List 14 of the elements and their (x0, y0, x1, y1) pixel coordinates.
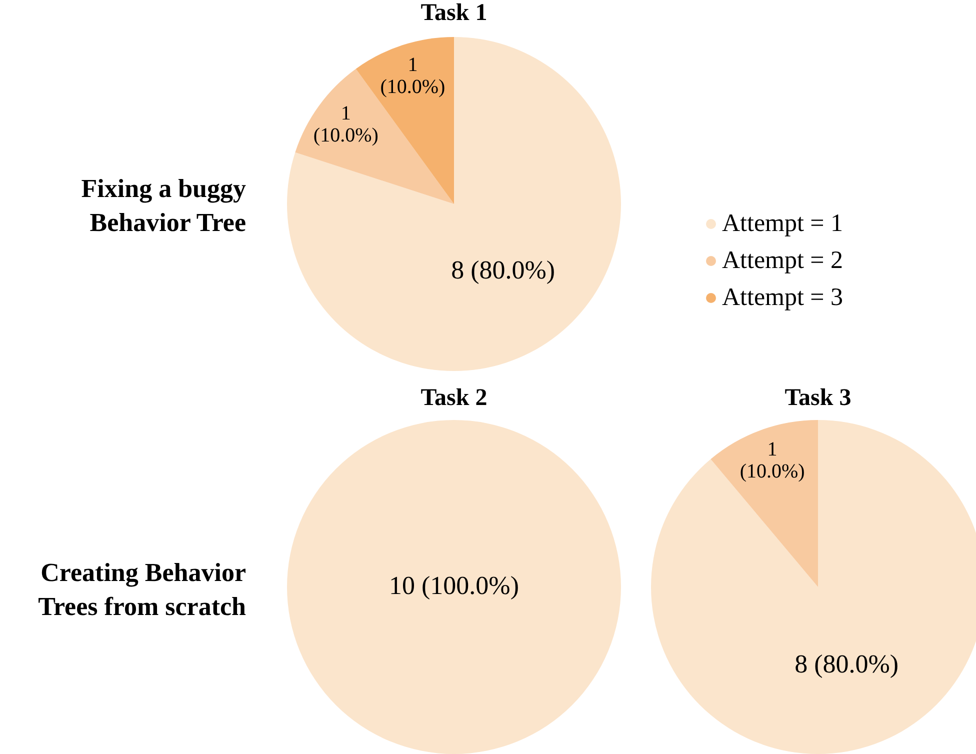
legend-label: Attempt = 2 (722, 246, 844, 276)
text: Fixing a buggy Behavior Tree (80, 173, 246, 239)
data-label: 1 (10.0%) (380, 54, 446, 98)
data-label: 8 (80.0%) (451, 255, 556, 284)
legend-label: Attempt = 1 (722, 209, 844, 239)
data-label: 1 (10.0%) (313, 102, 378, 147)
text: Creating Behavior Trees from scratch (37, 557, 246, 623)
data-label: 1 (10.0%) (740, 438, 805, 483)
data-label: 10 (100.0%) (389, 570, 519, 600)
chart-title: Task 1 (420, 0, 488, 27)
chart-title: Task 2 (420, 385, 488, 412)
data-label: 8 (80.0%) (794, 649, 899, 678)
chart-title: Task 3 (784, 385, 852, 412)
legend-label: Attempt = 3 (722, 283, 844, 313)
